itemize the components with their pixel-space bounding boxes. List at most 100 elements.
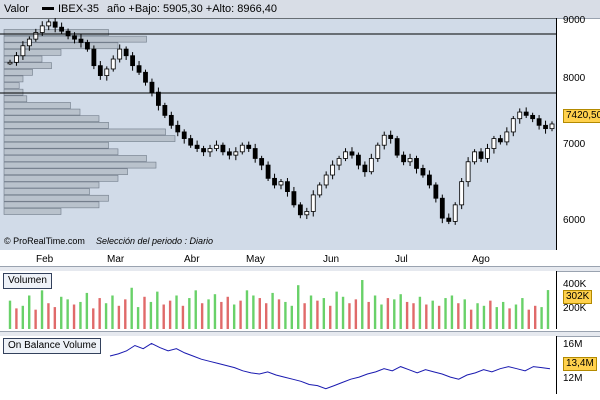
volume-bar [143, 296, 146, 329]
volume-profile-bar [3, 82, 20, 89]
candle-body [104, 68, 110, 76]
candle-body [233, 151, 239, 156]
volume-bar [425, 304, 428, 329]
volume-profile [3, 29, 176, 215]
candle-body [214, 144, 219, 149]
candlesticks [7, 18, 555, 225]
volume-bar [495, 307, 498, 329]
candle-body [530, 114, 536, 120]
candle-body [97, 65, 103, 76]
volume-bar [213, 294, 217, 329]
volume-bar [124, 299, 127, 329]
candle-body [317, 184, 323, 196]
volume-bar [117, 305, 121, 329]
volume-bar [489, 300, 492, 329]
volume-bar [277, 299, 281, 329]
candle-body [323, 174, 329, 186]
candle-body [85, 42, 90, 50]
candle-body [465, 161, 471, 183]
volume-bar [284, 301, 287, 329]
volume-bar [316, 300, 319, 329]
volume-profile-bar [3, 49, 62, 56]
price-chart[interactable] [0, 18, 600, 250]
volume-bar [341, 296, 345, 329]
candle-body [149, 81, 155, 93]
candle-body [420, 167, 426, 176]
price-tick-6000: 6000 [563, 215, 586, 226]
candle-body [381, 134, 387, 146]
volume-bar [457, 303, 460, 329]
candle-body [207, 148, 213, 153]
candle-body [156, 91, 161, 106]
volume-bar [130, 287, 133, 329]
candle-body [252, 148, 258, 159]
volume-bar [297, 285, 300, 329]
volume-profile-bar [3, 135, 176, 142]
candle-body [388, 134, 394, 139]
candle-body [181, 131, 187, 139]
volume-profile-bar [3, 62, 52, 69]
volume-profile-bar [3, 68, 33, 76]
candle-body [523, 111, 529, 116]
volume-bar [168, 300, 172, 329]
volume-bar [28, 295, 31, 329]
volume-profile-bar [3, 108, 81, 116]
volume-bar [40, 290, 44, 329]
volume-profile-bar [3, 168, 128, 176]
volume-bar [431, 300, 434, 329]
volume-panel-title[interactable]: Volumen [3, 273, 52, 289]
volume-profile-bar [3, 194, 109, 202]
candle-body [543, 124, 548, 130]
candle-body [394, 138, 400, 156]
month-label-ago: Ago [472, 254, 490, 265]
volume-bar [271, 292, 274, 329]
volume-bar [476, 303, 479, 329]
candle-body [39, 25, 45, 33]
volume-bar [546, 290, 550, 329]
volume-profile-bar [3, 95, 28, 103]
candle-body [226, 151, 232, 156]
volume-bar [329, 305, 332, 329]
volume-profile-bar [3, 122, 109, 129]
volume-profile-bar [3, 141, 109, 149]
volume-profile-bar [3, 128, 166, 136]
candle-body [433, 184, 439, 199]
volume-bar [361, 280, 364, 329]
volume-chart[interactable] [0, 271, 600, 329]
candle-body [33, 32, 39, 40]
obv-tick-16m: 16M [563, 339, 583, 350]
volume-bar [501, 301, 505, 329]
volume-bar [380, 304, 383, 329]
candle-body [91, 48, 97, 67]
volume-bar [53, 307, 57, 329]
obv-last-tag: 13,4M [563, 357, 597, 371]
valor-label: Valor [4, 3, 29, 15]
volume-profile-bar [3, 115, 100, 122]
obv-panel-title[interactable]: On Balance Volume [3, 338, 102, 354]
volume-bar [194, 290, 197, 329]
volume-bar [437, 305, 441, 329]
volume-bar [220, 301, 223, 329]
volume-bar [79, 301, 82, 329]
candle-body [336, 158, 342, 166]
volume-bar [162, 304, 165, 329]
volume-profile-bar [3, 88, 24, 96]
candle-body [497, 138, 503, 143]
candle-body [485, 148, 490, 159]
volume-bar [412, 303, 415, 329]
candle-body [110, 58, 116, 70]
candle-body [136, 65, 142, 73]
volume-profile-bar [3, 102, 71, 109]
copyright-footer[interactable]: © ProRealTime.com [4, 236, 85, 246]
volume-bar [34, 309, 37, 329]
month-label-may: May [246, 254, 265, 265]
candle-body [265, 164, 271, 179]
volume-bar [393, 299, 396, 329]
volume-bar [508, 308, 511, 329]
candle-body [188, 138, 194, 146]
candle-body [343, 151, 348, 159]
volume-bar [239, 300, 242, 329]
volume-bar [463, 299, 466, 329]
volume-bar [348, 303, 351, 329]
candle-body [407, 158, 413, 163]
